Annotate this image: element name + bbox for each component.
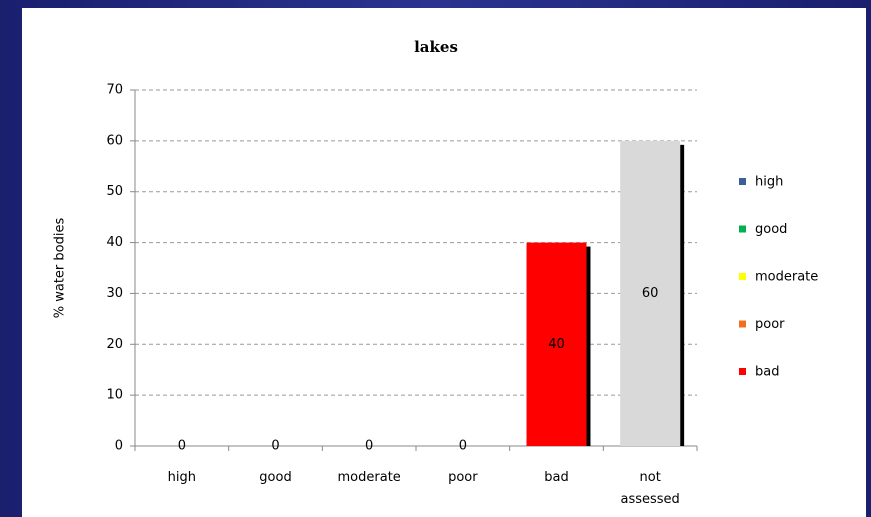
x-tick-label: not assessed <box>620 470 680 507</box>
chart-panel <box>22 8 866 517</box>
legend-swatch <box>739 225 746 233</box>
data-label: 0 <box>459 439 467 454</box>
legend-label: bad <box>755 365 779 380</box>
y-tick-label: 20 <box>106 337 123 352</box>
x-tick-label: poor <box>448 470 478 485</box>
data-label: 60 <box>642 286 659 301</box>
bar-shadow <box>680 144 685 446</box>
legend-swatch <box>739 368 746 375</box>
legend-label: good <box>755 222 787 237</box>
y-tick-label: 0 <box>115 439 123 454</box>
legend-label: poor <box>755 317 785 332</box>
x-tick-label: good <box>259 470 292 485</box>
data-label: 0 <box>365 439 373 454</box>
legend-label: high <box>755 175 783 190</box>
legend-swatch <box>739 273 746 280</box>
y-tick-label: 50 <box>106 184 123 199</box>
x-tick-label: bad <box>544 470 569 485</box>
legend-label: moderate <box>755 270 818 285</box>
data-label: 0 <box>271 439 279 454</box>
y-tick-label: 10 <box>106 388 123 403</box>
y-tick-label: 70 <box>106 83 123 98</box>
chart-title: lakes <box>414 38 458 56</box>
y-tick-label: 40 <box>106 235 123 250</box>
x-tick-label: moderate <box>337 470 401 485</box>
legend-swatch <box>739 178 746 185</box>
bar-shadow <box>586 246 591 446</box>
y-tick-label: 60 <box>106 133 123 148</box>
y-axis-label: % water bodies <box>53 218 68 319</box>
bar <box>526 242 587 446</box>
y-tick-label: 30 <box>106 286 123 301</box>
x-tick-label: high <box>167 470 196 485</box>
data-label: 0 <box>178 439 186 454</box>
legend-swatch <box>739 320 746 328</box>
data-label: 40 <box>548 337 565 352</box>
bar <box>620 140 681 446</box>
